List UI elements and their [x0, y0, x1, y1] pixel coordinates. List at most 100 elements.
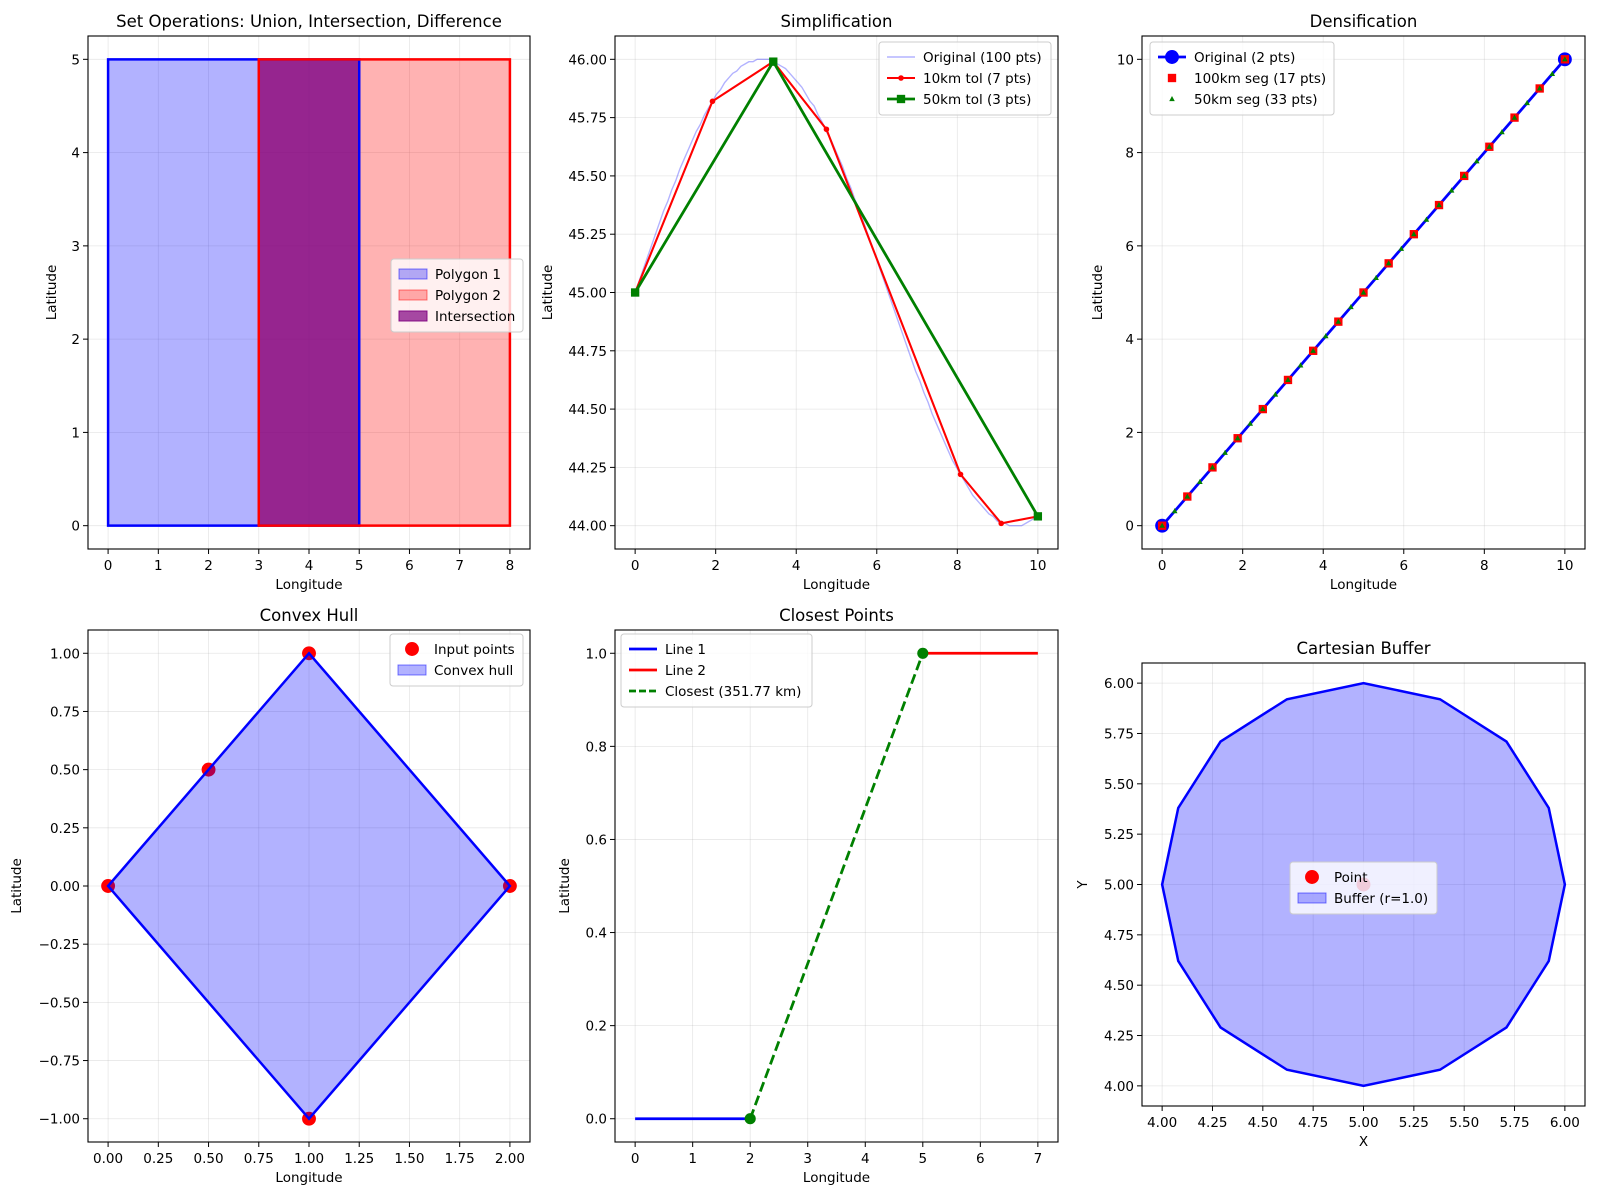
legend-marker	[896, 94, 906, 104]
chart-title: Cartesian Buffer	[1296, 639, 1430, 658]
legend-label: Line 1	[665, 642, 706, 658]
legend-entry: Intersection	[398, 309, 515, 325]
y-axis-label: Latitude	[44, 265, 60, 321]
y-axis-label: Latitude	[1090, 265, 1106, 321]
y-tick-label: 8	[1125, 146, 1134, 162]
plot-area	[101, 646, 517, 1126]
legend-entry: 50km seg (33 pts)	[1169, 92, 1318, 108]
y-tick-label: −0.50	[39, 995, 80, 1011]
legend-label: Original (100 pts)	[923, 50, 1042, 66]
legend: Original (2 pts) 100km seg (17 pts) 50km s…	[1149, 41, 1335, 116]
x-tick-label: 10	[1556, 558, 1573, 574]
x-tick-label: 0.75	[244, 1151, 274, 1167]
y-tick-label: 0.4	[586, 926, 607, 942]
axes-frame	[614, 629, 1059, 1143]
x-tick-label: 0.25	[143, 1151, 173, 1167]
data-point	[1272, 391, 1279, 397]
x-tick-label: 1.75	[445, 1151, 475, 1167]
data-point	[1247, 420, 1254, 426]
y-tick-label: 1	[71, 425, 80, 441]
data-point	[769, 57, 778, 66]
y-tick-label: 6	[1125, 239, 1134, 255]
legend: Input points Convex hull	[389, 633, 524, 687]
data-point	[1385, 260, 1392, 266]
y-tick-label: 6.00	[1104, 676, 1134, 692]
y-tick-label: 4.25	[1104, 1029, 1134, 1045]
x-tick-label: 5.00	[1348, 1115, 1378, 1131]
subplot-4: 0.00 0.25 0.50 0.75 1.00 1.25 1.50 1.75 2.00 −1.0…	[9, 606, 531, 1186]
y-tick-label: 44.25	[568, 460, 607, 476]
data-point	[998, 520, 1004, 527]
y-tick-label: 2	[71, 332, 80, 348]
data-point	[1411, 231, 1417, 237]
data-point	[1171, 508, 1178, 514]
x-axis-label: Longitude	[1330, 577, 1397, 593]
series-50km-tol-3-pts	[630, 57, 1043, 521]
data-point	[1285, 376, 1291, 383]
y-tick-label: 0.8	[586, 739, 607, 755]
legend-entry: Point	[1305, 870, 1368, 886]
data-point	[1297, 362, 1304, 368]
y-tick-label: 4.75	[1104, 928, 1134, 944]
legend-label: 50km tol (3 pts)	[923, 92, 1031, 108]
x-tick-label: 4	[1319, 558, 1328, 574]
legend-entry: 10km tol (7 pts)	[887, 71, 1031, 87]
y-tick-label: 2	[1125, 425, 1134, 441]
legend-entry: Polygon 1	[398, 267, 501, 283]
line-path	[748, 652, 925, 1120]
plot-area	[635, 647, 1038, 1125]
data-point	[1322, 333, 1329, 339]
x-tick-label: 0	[1158, 558, 1167, 574]
y-tick-label: 1.00	[50, 646, 80, 662]
legend: Line 1 Line 2 Closest (351.77 km)	[620, 633, 813, 708]
y-axis-label: Y	[1075, 880, 1091, 890]
y-tick-label: 45.50	[568, 169, 607, 185]
x-axis-label: X	[1359, 1134, 1368, 1150]
data-point	[1524, 99, 1530, 106]
legend-patch	[398, 310, 428, 322]
x-tick-label: 2	[1238, 558, 1247, 574]
y-tick-label: 45.25	[568, 227, 607, 243]
legend-label: Buffer (r=1.0)	[1334, 891, 1428, 907]
y-tick-label: 4.00	[1104, 1079, 1134, 1095]
x-tick-label: 6.00	[1550, 1115, 1580, 1131]
y-tick-label: 5.75	[1104, 726, 1134, 742]
y-tick-label: 0.50	[50, 763, 80, 779]
legend-entry: Polygon 2	[398, 288, 501, 304]
x-tick-label: 8	[1480, 558, 1489, 574]
data-point	[1398, 245, 1405, 251]
grid	[1142, 36, 1585, 549]
legend-box	[878, 41, 1052, 116]
data-point	[709, 98, 716, 105]
x-tick-label: 4	[305, 558, 314, 574]
y-tick-label: 45.00	[568, 286, 607, 302]
legend-label: Original (2 pts)	[1194, 50, 1295, 66]
series-intersection	[258, 59, 360, 526]
x-tick-label: 1.25	[344, 1151, 374, 1167]
y-tick-label: 0	[1125, 519, 1134, 535]
y-tick-label: 4	[71, 146, 80, 162]
axes-frame	[1141, 35, 1586, 550]
x-tick-label: 0	[631, 558, 640, 574]
plot-area	[630, 57, 1043, 527]
polygon-shape	[258, 59, 360, 526]
y-tick-label: 3	[71, 239, 80, 255]
data-point	[1436, 201, 1442, 208]
data-point	[823, 126, 830, 133]
series-outline-4	[257, 58, 512, 527]
legend-entry: 50km tol (3 pts)	[887, 92, 1031, 108]
line-path	[633, 60, 1040, 518]
data-point	[1423, 216, 1430, 222]
y-tick-label: −1.00	[39, 1112, 80, 1128]
data-point	[1222, 449, 1228, 455]
legend-entry: 100km seg (17 pts)	[1167, 71, 1326, 87]
data-point	[1348, 304, 1354, 310]
x-tick-label: 5.50	[1449, 1115, 1479, 1131]
data-point	[1159, 522, 1165, 528]
data-point	[630, 288, 640, 297]
legend-label: 10km tol (7 pts)	[923, 71, 1031, 87]
legend-label: 100km seg (17 pts)	[1194, 71, 1326, 87]
x-tick-label: 4	[792, 558, 801, 574]
data-point	[1536, 85, 1543, 91]
